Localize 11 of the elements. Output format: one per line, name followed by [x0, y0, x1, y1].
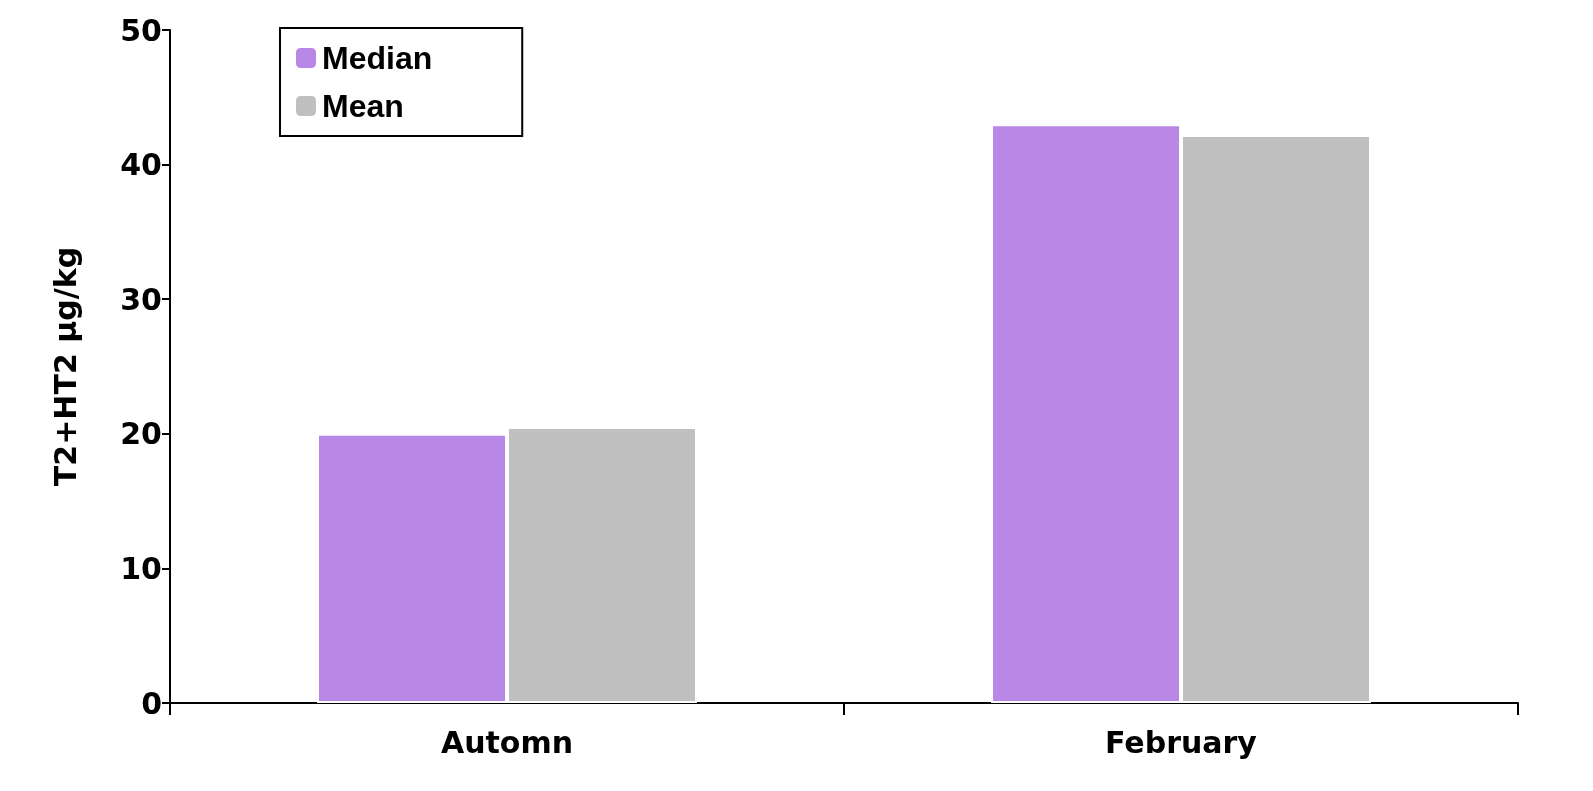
legend-label: Mean [322, 88, 404, 124]
y-tick-label: 0 [141, 685, 162, 721]
y-tick-label: 20 [120, 416, 162, 452]
y-tick-label: 10 [120, 550, 162, 586]
y-tick-label: 30 [120, 281, 162, 317]
y-axis-title: T2+HT2 µg/kg [47, 246, 83, 487]
x-tick-label: Automn [440, 724, 574, 760]
y-tick-label: 50 [120, 12, 162, 48]
legend-label: Median [322, 40, 433, 76]
y-tick-label: 40 [120, 147, 162, 183]
x-tick-label: February [1105, 724, 1258, 760]
